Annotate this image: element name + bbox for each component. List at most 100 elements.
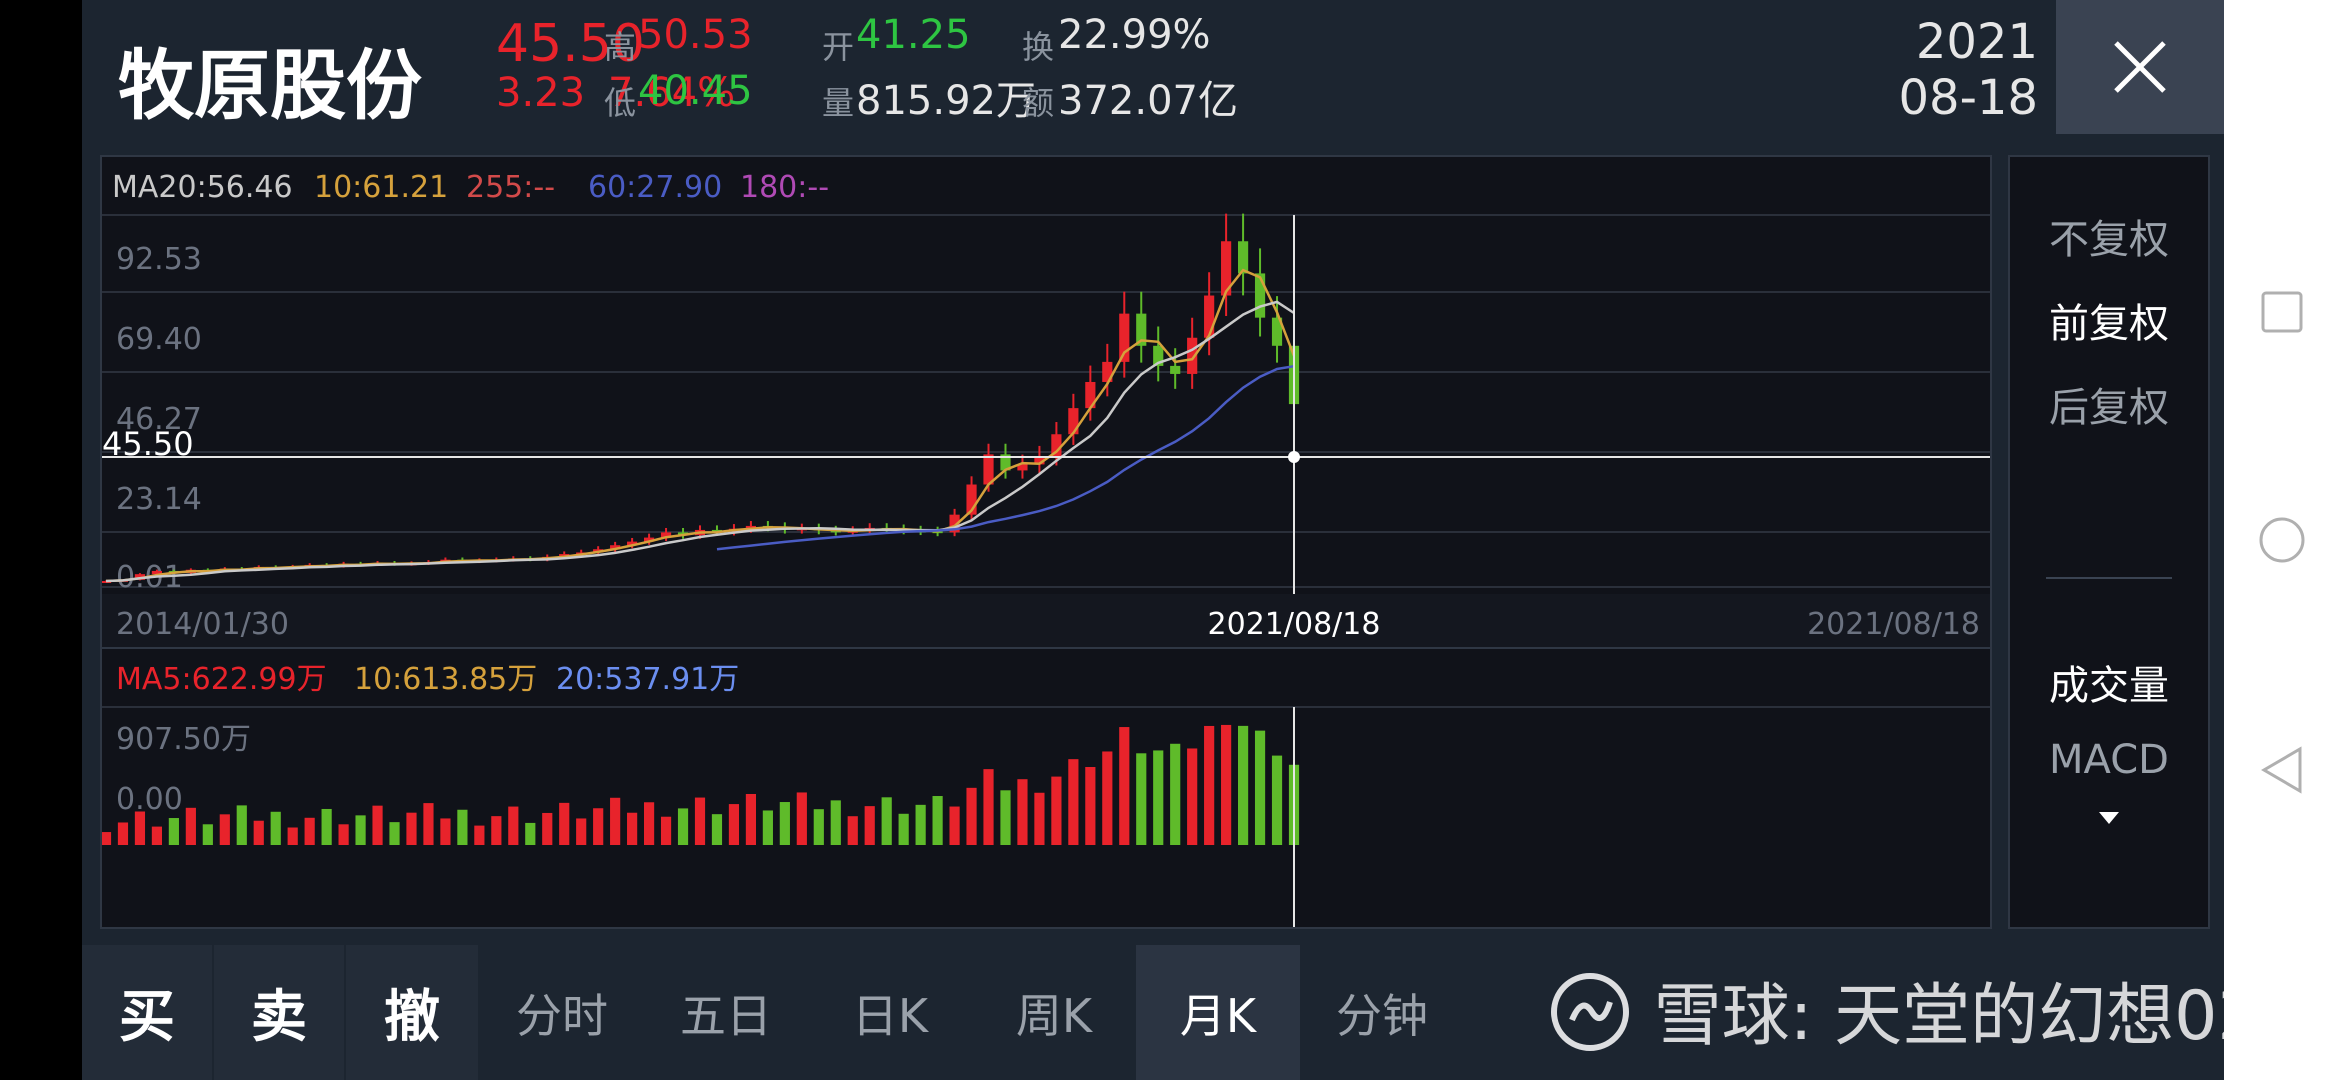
volume-bar [983, 769, 994, 845]
volume-bar [474, 825, 485, 845]
candle-body [134, 574, 146, 580]
option-no-adjust[interactable]: 不复权 [2049, 217, 2169, 263]
tab-daily-k[interactable]: 日K [851, 988, 929, 1043]
candle-body [1017, 464, 1028, 471]
vol-legend-ma10: 10:613.85万 [354, 662, 537, 697]
y-tick-label: 46.27 [116, 402, 202, 437]
candle-body [1051, 434, 1062, 457]
volume-bar [372, 805, 383, 845]
price-grid [102, 214, 1990, 588]
tab-monthly-k[interactable]: 月K [1136, 945, 1300, 1080]
ma-line [105, 300, 1295, 583]
volume-bar [881, 797, 892, 845]
tab-weekly-k[interactable]: 周K [1015, 988, 1093, 1043]
candle-body [610, 545, 621, 550]
candle-body [1085, 381, 1096, 409]
volume-bar [287, 827, 298, 845]
tab-intraday[interactable]: 分时 [516, 988, 608, 1043]
candle-body [1136, 313, 1147, 346]
ma-line [716, 364, 1295, 551]
volume-bar [355, 815, 366, 845]
candle-body [983, 454, 994, 485]
volume-bar [134, 811, 146, 845]
volume-bar [932, 796, 943, 845]
square-icon [2261, 291, 2303, 333]
moving-average-lines [105, 268, 1296, 583]
tab-minute[interactable]: 分钟 [1336, 988, 1428, 1043]
volume-bar [1000, 790, 1011, 845]
price-axis-labels: 92.53 69.40 46.27 23.14 0.01 [116, 242, 202, 595]
volume-bar [576, 818, 587, 845]
ma-legend-ma60: 60:27.90 [588, 170, 722, 205]
volume-bar [949, 806, 960, 845]
volume-bar [1221, 724, 1232, 845]
candle-body [1271, 317, 1283, 346]
volume-bar [1068, 759, 1079, 845]
buy-button[interactable]: 买 [82, 945, 212, 1080]
vol-y-tick-label: 0.00 [116, 782, 183, 817]
vol-y-tick-label: 907.50万 [116, 722, 251, 757]
volume-bar [745, 793, 757, 845]
volume-bar [185, 807, 196, 845]
candle-body [966, 484, 977, 515]
volume-bar [1119, 727, 1130, 845]
volume-bar [253, 820, 264, 845]
volume-bar [1187, 748, 1198, 845]
option-macd[interactable]: MACD [2049, 737, 2169, 783]
option-volume[interactable]: 成交量 [2049, 663, 2169, 709]
volume-bar [643, 802, 655, 845]
close-button[interactable] [2056, 0, 2224, 134]
volume-bar [423, 803, 434, 845]
high-label: 高 [604, 28, 637, 66]
volume-label: 量 [822, 84, 855, 122]
y-tick-label: 92.53 [116, 242, 202, 277]
stock-name: 牧原股份 [118, 41, 422, 130]
recent-apps-button[interactable] [2260, 290, 2304, 338]
volume-bar [864, 806, 875, 845]
candle-body [151, 570, 163, 575]
kline-chart-area[interactable]: MA20:56.46 10:61.21 255:-- 60:27.90 180:… [100, 155, 1992, 929]
volume-bar [202, 824, 213, 845]
candle-body [643, 537, 655, 542]
volume-bars [100, 724, 1300, 845]
watermark: 雪球: 天堂的幻想02 [1548, 960, 2261, 1071]
volume-bar [779, 802, 790, 845]
option-backward-adjust[interactable]: 后复权 [2049, 385, 2169, 431]
chevron-down-icon[interactable] [2099, 809, 2119, 828]
volume-bar [100, 832, 112, 845]
candle-body [627, 541, 638, 546]
vol-legend-ma5: MA5:622.99万 [116, 662, 327, 697]
kline-chart-svg[interactable]: MA20:56.46 10:61.21 255:-- 60:27.90 180:… [100, 157, 1990, 927]
tab-five-day[interactable]: 五日 [680, 988, 772, 1043]
y-tick-label: 23.14 [116, 482, 202, 517]
cancel-order-button[interactable]: 撤 [346, 945, 478, 1080]
sell-button[interactable]: 卖 [214, 945, 344, 1080]
volume-bar [813, 809, 824, 845]
volume-bar [559, 802, 570, 845]
volume-bar [711, 814, 723, 845]
candle-body [1237, 241, 1249, 274]
volume-bar [117, 822, 129, 845]
candle-body [1000, 454, 1011, 471]
candle-body [100, 581, 112, 584]
candle-body [660, 532, 672, 538]
ma-legend-ma180: 180:-- [740, 170, 829, 205]
option-forward-adjust[interactable]: 前复权 [2049, 301, 2169, 347]
volume-bar [1153, 750, 1164, 845]
xueqiu-logo-icon [1548, 970, 1632, 1071]
home-button[interactable] [2258, 516, 2306, 568]
side-divider [2046, 577, 2172, 579]
crosshair-price-label: 45.50 [102, 425, 194, 463]
candle-body [745, 525, 757, 529]
candle-body [1221, 241, 1232, 296]
back-button[interactable] [2260, 746, 2304, 798]
volume-bar [525, 822, 536, 845]
stock-app: 牧原股份 45.50 3.23 7.64% 高 50.53 低 40.45 开 … [82, 0, 2224, 1080]
volume-bar [762, 810, 773, 845]
candle-body [1119, 313, 1130, 362]
date-month-day: 08-18 [1898, 70, 2038, 126]
crosshair: 45.50 [102, 215, 1990, 594]
adjustment-panel: 不复权 前复权 后复权 成交量 MACD [2008, 155, 2210, 929]
close-icon [2114, 41, 2166, 93]
volume-value: 815.92万 [856, 78, 1036, 124]
